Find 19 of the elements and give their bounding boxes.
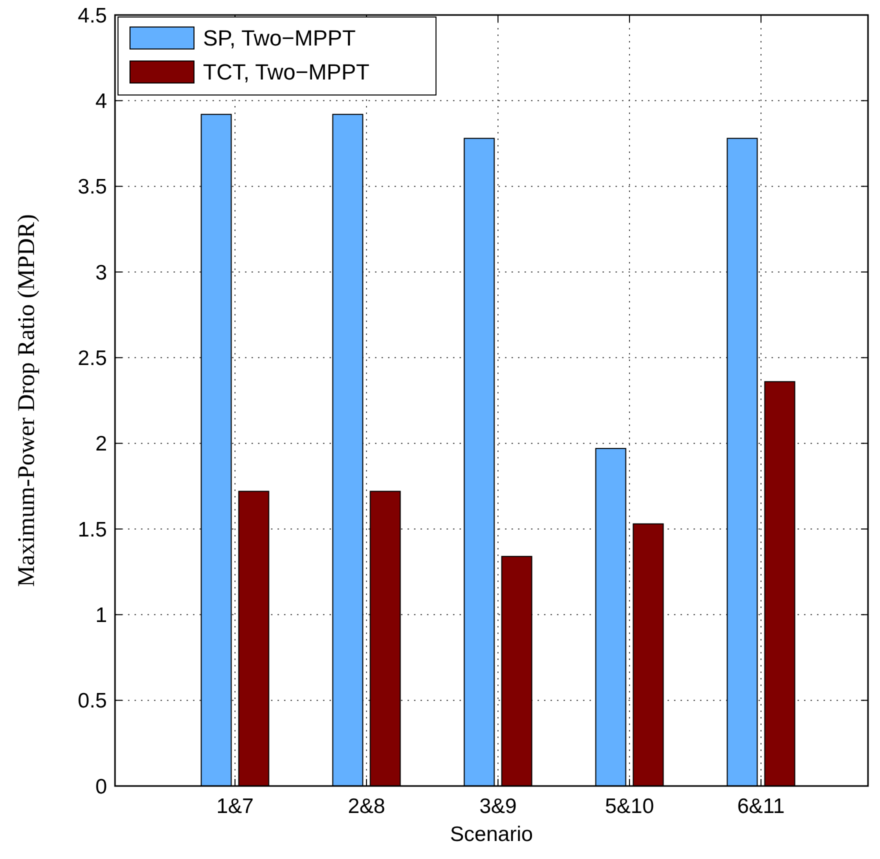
x-tick-label: 2&8 [348,795,386,818]
y-tick-label: 4.5 [78,4,107,28]
y-tick-label: 1 [95,604,107,628]
x-tick-label: 5&10 [604,795,654,818]
x-tick-label: 6&11 [737,795,785,818]
y-tick-label: 3 [95,261,107,284]
y-tick-label: 0.5 [78,690,107,713]
x-tick-label: 1&7 [216,795,254,818]
legend-label: SP, Two−MPPT [203,26,356,51]
y-tick-label: 4 [95,90,108,114]
y-tick-label: 2.5 [78,347,107,370]
y-tick-label: 1.5 [78,518,107,542]
y-axis-title: Maximum-Power Drop Ratio (MPDR) [14,214,40,587]
x-tick-label: 3&9 [479,795,517,818]
y-tick-label: 3.5 [78,176,107,199]
y-tick-label: 2 [95,432,107,456]
x-axis-title: Scenario [450,823,533,846]
y-tick-label: 0 [95,775,107,798]
legend-label: TCT, Two−MPPT [203,60,370,85]
